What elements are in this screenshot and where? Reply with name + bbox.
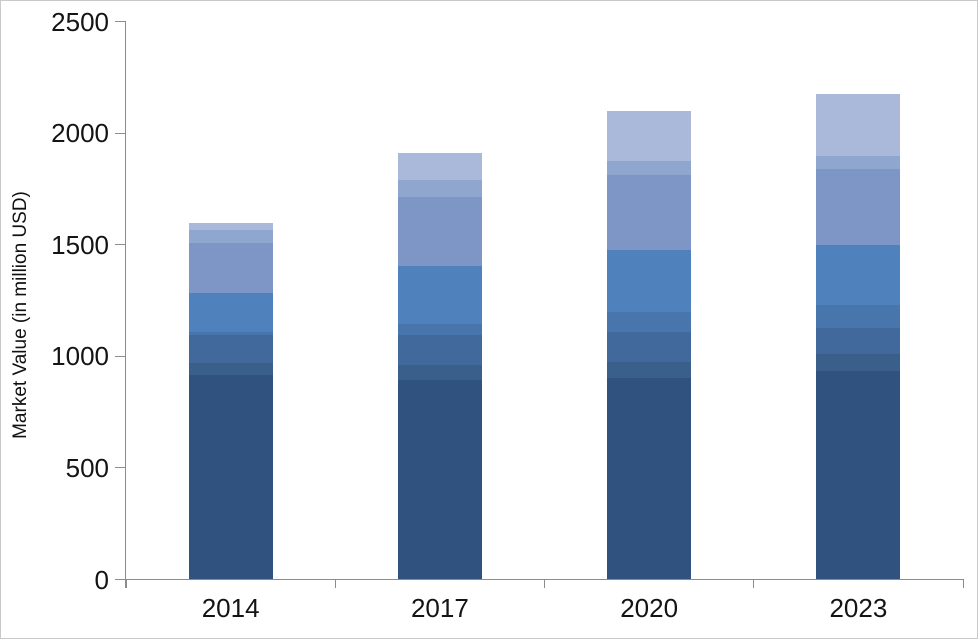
x-category-label: 2014 <box>201 593 260 623</box>
bar-2017-segment-4 <box>397 324 482 336</box>
bar-2023-segment-5 <box>816 244 901 306</box>
y-tick-label: 0 <box>94 564 109 595</box>
x-category-label: 2017 <box>410 593 469 623</box>
bar-2020-segment-2 <box>607 361 692 378</box>
bar-2020-segment-4 <box>607 311 692 332</box>
y-tick-label: 1000 <box>51 341 109 372</box>
y-tick-mark <box>115 467 125 469</box>
bar-2014-segment-7 <box>188 230 273 243</box>
y-tick-mark <box>115 579 125 580</box>
bar-2017-segment-1 <box>397 379 482 580</box>
bar-2023-segment-8 <box>816 94 901 156</box>
bar-2014-segment-5 <box>188 292 273 332</box>
x-tick-mark <box>962 579 964 588</box>
bar-2017-segment-6 <box>397 196 482 266</box>
bar-2017-segment-7 <box>397 180 482 197</box>
x-tick-mark <box>334 579 336 588</box>
x-tick-mark <box>753 579 755 588</box>
y-axis-title: Market Value (in million USD) <box>10 191 31 439</box>
bar-2014-segment-1 <box>188 375 273 580</box>
bar-2017-segment-2 <box>397 365 482 380</box>
bar-2023-segment-3 <box>816 328 901 355</box>
bar-2020-segment-8 <box>607 110 692 162</box>
bar-2014-segment-4 <box>188 331 273 336</box>
bar-2023-segment-6 <box>816 168 901 245</box>
bar-2023-segment-4 <box>816 305 901 329</box>
bar-2017-segment-3 <box>397 335 482 366</box>
y-axis-line <box>125 21 126 588</box>
bar-2017-segment-8 <box>397 153 482 181</box>
x-category-label: 2020 <box>620 593 679 623</box>
y-tick-mark <box>115 21 125 23</box>
bar-2014-segment-8 <box>188 222 273 231</box>
y-tick-label: 1500 <box>51 229 109 260</box>
bar-2020-segment-3 <box>607 331 692 362</box>
bar-2020-segment-1 <box>607 377 692 580</box>
y-tick-label: 2000 <box>51 118 109 149</box>
bar-2020-segment-6 <box>607 174 692 251</box>
bar-2023-segment-2 <box>816 354 901 371</box>
bar-2017-segment-5 <box>397 266 482 325</box>
y-tick-label: 2500 <box>51 6 109 37</box>
bar-2023-segment-1 <box>816 370 901 580</box>
bar-2014-segment-2 <box>188 363 273 376</box>
y-tick-label: 500 <box>65 452 109 483</box>
x-tick-mark <box>544 579 545 588</box>
bar-2014-segment-6 <box>188 242 273 293</box>
x-category-label: 2023 <box>829 593 888 623</box>
x-tick-mark <box>125 579 127 588</box>
bar-2014-segment-3 <box>188 335 273 364</box>
bar-2023-segment-7 <box>816 155 901 169</box>
y-tick-mark <box>115 132 125 134</box>
y-tick-mark <box>115 355 125 357</box>
bar-2020-segment-7 <box>607 161 692 175</box>
bar-2020-segment-5 <box>607 250 692 312</box>
y-tick-mark <box>115 244 125 246</box>
